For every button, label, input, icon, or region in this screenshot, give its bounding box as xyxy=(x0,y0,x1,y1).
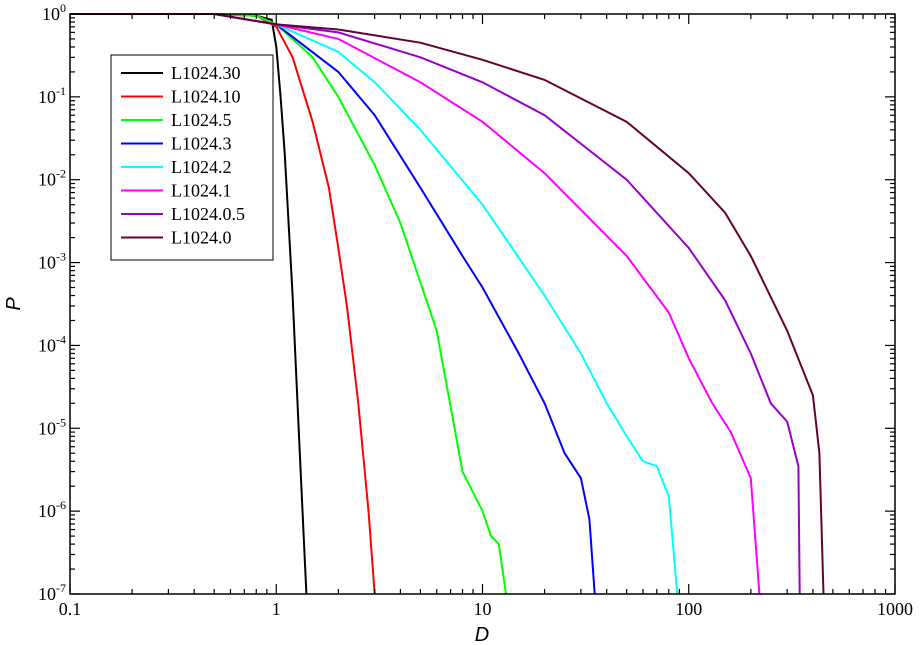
tick-marks xyxy=(69,13,896,595)
series-line-4 xyxy=(70,13,679,595)
y-tick-label: 10-4 xyxy=(38,332,66,355)
legend-label: L1024.30 xyxy=(171,63,241,83)
legend-label: L1024.0 xyxy=(171,228,232,248)
y-tick-labels: 100 10-1 10-2 10-3 10-4 10-5 10-6 10-7 xyxy=(38,1,66,604)
x-tick-label: 0.1 xyxy=(59,599,82,619)
x-tick-label: 100 xyxy=(675,599,702,619)
y-tick-label: 10-6 xyxy=(38,498,66,521)
legend: L1024.30 L1024.10 L1024.5 L1024.3 L1024.2 L10… xyxy=(110,54,274,261)
y-axis-title: P xyxy=(3,297,25,311)
legend-label: L1024.3 xyxy=(171,134,232,154)
legend-items: L1024.30 L1024.10 L1024.5 L1024.3 L1024.2 L10… xyxy=(121,63,245,248)
x-tick-labels: 0.1 1 10 100 1000 xyxy=(59,599,913,619)
legend-label: L1024.1 xyxy=(171,181,232,201)
series-line-3 xyxy=(70,13,596,595)
y-tick-label: 10-2 xyxy=(38,167,66,190)
x-tick-label: 10 xyxy=(474,599,492,619)
series-line-2 xyxy=(70,13,507,595)
y-tick-label: 10-7 xyxy=(38,581,66,604)
y-tick-label: 10-3 xyxy=(38,250,66,273)
x-axis-title: D xyxy=(475,624,489,645)
legend-label: L1024.2 xyxy=(171,157,232,177)
y-tick-label: 10-5 xyxy=(38,415,66,438)
series-lines xyxy=(70,13,825,595)
legend-label: L1024.0.5 xyxy=(171,204,245,224)
legend-label: L1024.5 xyxy=(171,110,232,130)
y-tick-label: 10-1 xyxy=(38,84,66,107)
legend-box xyxy=(110,54,274,261)
series-line-7 xyxy=(70,13,825,595)
series-line-5 xyxy=(70,13,761,595)
plot-area xyxy=(69,13,896,595)
legend-label: L1024.10 xyxy=(171,87,241,107)
y-tick-label: 100 xyxy=(42,1,66,24)
x-tick-label: 1000 xyxy=(877,599,913,619)
x-tick-label: 1 xyxy=(272,599,281,619)
